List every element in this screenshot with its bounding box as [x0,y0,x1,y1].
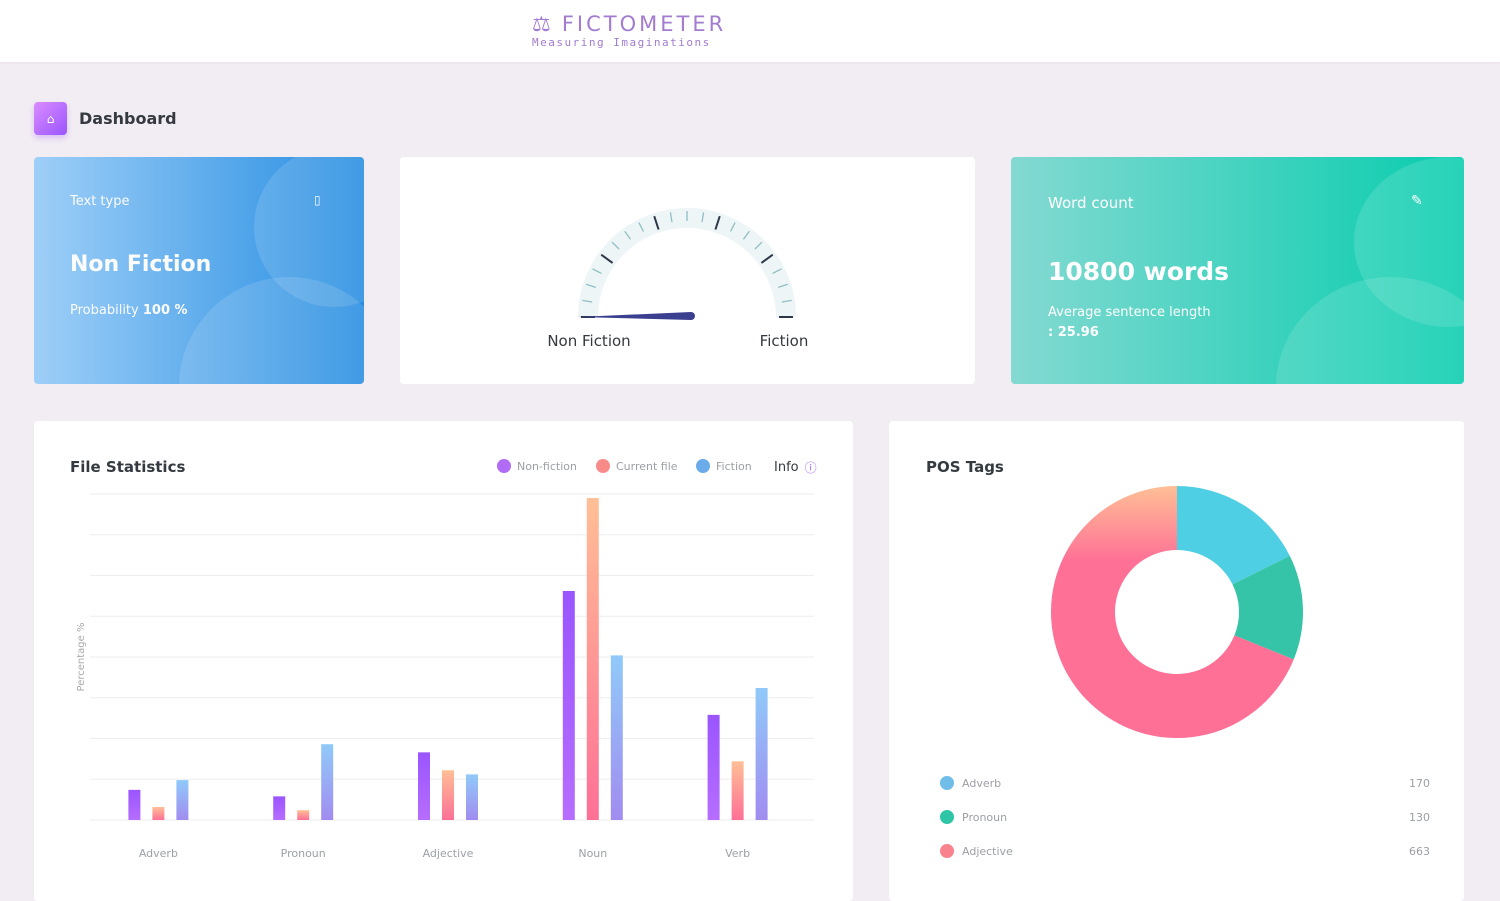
gauge-tick [781,299,792,303]
word-count-card: Word count ✎ 10800 words Average sentenc… [1011,157,1464,384]
file-statistics-title: File Statistics [70,458,186,476]
gauge-tick [701,212,705,223]
y-axis-label: Percentage % [76,623,87,692]
legend-non-fiction[interactable]: Non-fiction [497,459,577,473]
gauge-tick [760,253,774,264]
page-title: Dashboard [79,109,177,128]
brand-name: FICTOMETER [561,12,727,36]
gauge-tick [592,268,602,274]
legend-current-file[interactable]: Current file [596,459,678,473]
pencil-icon: ✎ [1411,193,1423,209]
gauge-tick [669,212,673,223]
x-tick-label: Noun [578,847,607,860]
logo[interactable]: ⚖ FICTOMETER Measuring Imaginations [532,12,726,49]
page-header: ⌂ Dashboard [34,102,177,135]
word-count-label: Word count [1048,194,1134,212]
gauge: Non Fiction Fiction [547,208,809,350]
gauge-left-label: Non Fiction [547,332,630,350]
word-count-value: 10800 words [1048,257,1230,286]
gauge-tick [653,215,660,230]
bar-pronoun-2 [321,744,334,820]
gauge-tick [714,215,721,230]
bookmark-icon: ▯ [314,193,321,207]
gauge-tick [730,222,736,232]
pos-legend-adjective[interactable]: Adjective 663 [940,844,1430,858]
bar-chart: Percentage % Adverb Pronoun Adjective Noun V… [76,493,814,860]
info-icon: ⓘ [804,461,817,475]
x-tick-label: Adverb [139,847,178,860]
info-button[interactable]: Info ⓘ [774,460,817,475]
gauge-ticks [581,211,793,318]
bar-noun-2 [610,655,623,820]
gauge-tick [582,299,593,303]
pos-tags-title: POS Tags [926,458,1004,476]
gauge-tick [778,283,789,288]
bar-noun-1 [586,498,599,820]
donut-slice-pronoun [1232,555,1303,660]
gauge-tick [585,283,596,288]
scales-icon: ⚖ [532,12,554,36]
x-tick-label: Adjective [423,847,474,860]
bar-pronoun-0 [273,796,286,820]
gauge-needle [577,312,695,320]
bar-verb-1 [731,761,744,820]
text-type-value: Non Fiction [70,252,212,277]
gauge-right-label: Fiction [760,332,809,350]
bar-adjective-1 [442,770,454,820]
x-tick-label: Pronoun [281,847,326,860]
gauge-tick [772,268,782,274]
bar-adverb-0 [128,789,141,820]
home-icon: ⌂ [34,102,67,135]
top-bar: ⚖ FICTOMETER Measuring Imaginations [0,0,1500,62]
bar-pronoun-1 [297,810,310,820]
gauge-tick [600,253,614,264]
avg-sentence-label: Average sentence length [1048,305,1211,320]
gauge-arc [578,208,796,317]
gauge-tick [742,230,750,240]
bar-verb-2 [755,687,768,820]
x-tick-label: Verb [725,847,750,860]
pos-legend-adverb[interactable]: Adverb 170 [940,776,1430,790]
bar-adjective-2 [466,774,478,820]
avg-sentence-value: : 25.96 [1048,325,1099,340]
text-type-label: Text type [70,194,130,209]
bar-adverb-2 [176,780,189,820]
pos-tags-card: POS Tags Adverb 170 Pronoun 130 Adjective 6… [889,421,1464,901]
gauge-card: Non Fiction Fiction [400,157,975,384]
file-statistics-card: File Statistics Non-fiction Current file… [34,421,853,901]
bar-adverb-1 [152,806,165,820]
bar-adjective-0 [418,752,430,820]
donut-slice-adverb [1177,486,1290,585]
tagline: Measuring Imaginations [532,36,711,49]
donut-slice-adjective [1051,486,1294,738]
gauge-tick [611,241,620,250]
probability: Probability 100 % [70,303,188,318]
gauge-tick [638,222,644,232]
donut-chart [1051,486,1303,738]
bar-verb-0 [707,714,720,820]
pos-legend-pronoun[interactable]: Pronoun 130 [940,810,1430,824]
text-type-card: Text type ▯ Non Fiction Probability 100 … [34,157,364,384]
gauge-tick [754,241,763,250]
gauge-tick [624,230,632,240]
bar-noun-0 [562,590,575,820]
legend-fiction[interactable]: Fiction [696,459,752,473]
